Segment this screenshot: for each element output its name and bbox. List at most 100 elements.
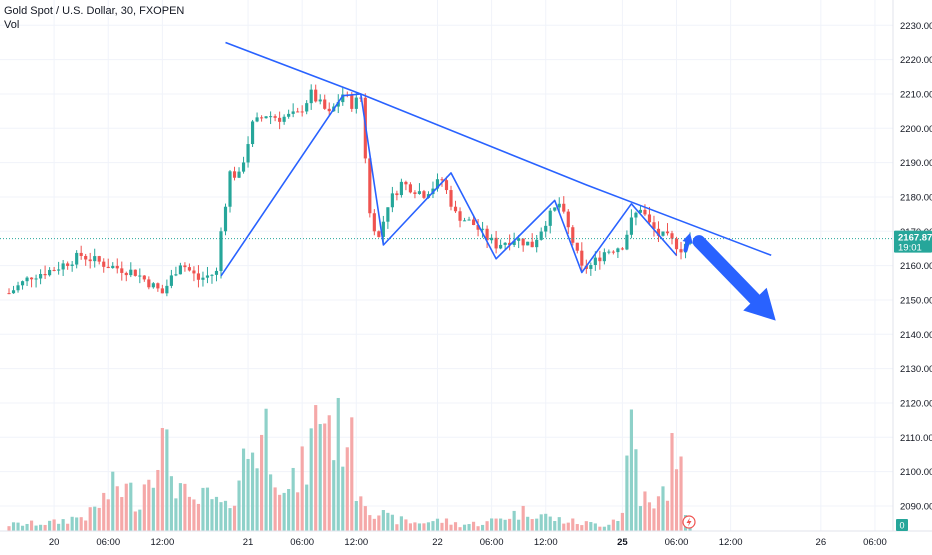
candle-body [7, 293, 11, 295]
volume-bar [557, 517, 561, 531]
candle-body [652, 222, 656, 229]
volume-bar [458, 527, 462, 531]
candle-body [377, 231, 381, 237]
volume-bar [52, 519, 56, 531]
volume-bar [66, 523, 70, 531]
candle-body [20, 281, 25, 286]
volume-bar [160, 428, 164, 531]
volume-bar [476, 526, 480, 531]
candle-body [106, 266, 110, 269]
volume-bar [115, 486, 119, 531]
volume-bar [607, 524, 611, 531]
candle-body [115, 265, 119, 269]
candle-body [422, 191, 426, 198]
candle-body [503, 242, 507, 245]
candle-body [458, 211, 462, 221]
candle-body [593, 257, 597, 266]
volume-bar [598, 526, 602, 531]
volume-bar [417, 523, 422, 531]
candle-body [70, 264, 74, 266]
volume-bar [499, 518, 503, 531]
candle-body [255, 117, 259, 122]
volume-bar [39, 524, 43, 531]
candle-body [611, 251, 615, 253]
volume-bar [133, 511, 137, 531]
descending-trendline[interactable] [225, 41, 772, 257]
bar-countdown: 19:01 [898, 243, 922, 254]
volume-bar [228, 508, 232, 531]
volume-bar [390, 514, 394, 531]
volume-label[interactable]: Vol [4, 19, 20, 31]
x-tick-label: 06:00 [96, 537, 120, 548]
volume-bar [336, 397, 340, 531]
short-up-arrow[interactable] [682, 233, 693, 253]
volume-bar [611, 519, 615, 531]
candle-body [350, 95, 354, 109]
y-tick-label: 2220.00 [900, 55, 932, 66]
volume-bar [440, 522, 444, 531]
candle-body [327, 108, 331, 112]
volume-bar [584, 521, 588, 531]
volume-bar [485, 521, 489, 531]
y-tick-label: 2210.00 [900, 89, 932, 100]
candle-body [102, 261, 106, 267]
volume-bar [174, 498, 178, 531]
candlestick-series [7, 84, 692, 297]
candle-body [499, 244, 503, 249]
volume-value: 0 [899, 521, 904, 531]
candle-body [84, 255, 88, 260]
lightning-icon[interactable] [682, 515, 696, 529]
volume-bar [503, 519, 507, 531]
candle-body [512, 240, 516, 245]
candle-body [562, 203, 566, 212]
candle-body [97, 256, 101, 262]
candle-body [553, 207, 557, 211]
candle-body [440, 179, 444, 181]
candle-body [25, 277, 29, 282]
volume-bar [508, 518, 512, 531]
candle-body [598, 257, 602, 262]
volume-bar [142, 484, 146, 531]
candle-body [79, 252, 83, 256]
candle-body [142, 275, 146, 280]
candle-body [183, 265, 187, 268]
symbol-title[interactable]: Gold Spot / U.S. Dollar, 30, FXOPEN [4, 5, 185, 17]
volume-bar [88, 507, 92, 531]
volume-bar [305, 484, 309, 531]
drawings[interactable] [220, 41, 776, 321]
volume-bar [260, 434, 264, 531]
volume-bar [426, 522, 431, 531]
volume-bar [192, 499, 196, 531]
volume-bar [490, 518, 494, 531]
candle-body [314, 89, 318, 102]
volume-bar [629, 409, 633, 531]
volume-bar [291, 467, 295, 531]
volume-bar [539, 514, 543, 531]
volume-bar [350, 417, 354, 531]
volume-bar [278, 494, 282, 531]
candle-body [508, 242, 512, 245]
y-tick-label: 2190.00 [900, 158, 932, 169]
x-tick-label: 20 [49, 537, 60, 548]
candle-body [174, 274, 178, 276]
volume-value-badge: 0 [896, 519, 908, 531]
volume-bar [580, 525, 584, 531]
volume-bar [241, 448, 246, 531]
candle-body [205, 275, 210, 278]
volume-bar [138, 509, 142, 531]
volume-bar [435, 518, 440, 531]
volume-bar [679, 456, 683, 531]
candle-body [169, 275, 173, 286]
volume-bar [638, 506, 643, 531]
candle-body [241, 162, 246, 172]
volume-bar [544, 513, 548, 531]
y-tick-label: 2180.00 [900, 192, 932, 203]
zigzag-pattern-line[interactable] [220, 93, 678, 277]
volume-bar [575, 524, 579, 531]
candle-body [192, 270, 196, 274]
volume-bar [643, 491, 647, 531]
forecast-down-arrow[interactable] [692, 235, 776, 321]
